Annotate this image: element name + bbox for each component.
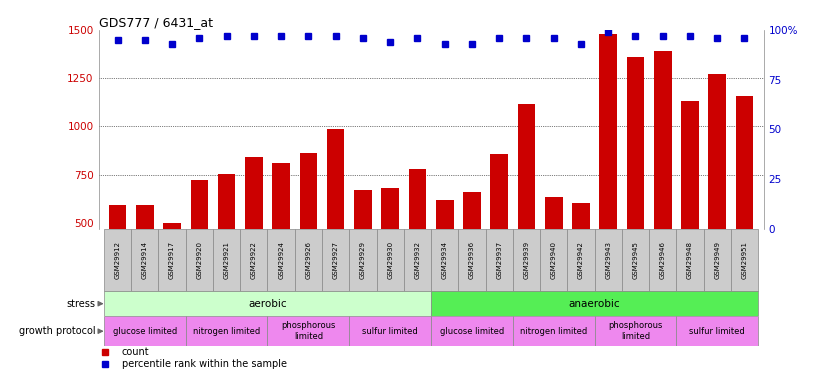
Text: GSM29946: GSM29946 [660, 241, 666, 279]
Text: nitrogen limited: nitrogen limited [193, 327, 260, 336]
Text: GSM29934: GSM29934 [442, 241, 447, 279]
Bar [186, 316, 268, 346]
Bar [404, 228, 431, 291]
Bar [218, 174, 236, 319]
Text: phosphorous
limited: phosphorous limited [281, 321, 336, 341]
Bar [158, 228, 186, 291]
Bar [567, 228, 594, 291]
Text: GSM29917: GSM29917 [169, 241, 175, 279]
Bar [458, 228, 485, 291]
Bar [545, 197, 562, 319]
Bar [594, 228, 621, 291]
Text: GSM29930: GSM29930 [388, 241, 393, 279]
Bar [649, 228, 677, 291]
Bar [273, 163, 290, 319]
Bar [436, 200, 453, 319]
Text: GSM29945: GSM29945 [632, 241, 639, 279]
Bar [190, 180, 209, 319]
Text: GSM29914: GSM29914 [142, 241, 148, 279]
Bar [300, 153, 317, 319]
Bar [594, 316, 677, 346]
Bar [463, 192, 481, 319]
Bar [136, 206, 154, 319]
Text: GSM29920: GSM29920 [196, 241, 202, 279]
Bar [213, 228, 241, 291]
Bar [104, 228, 131, 291]
Bar [517, 104, 535, 319]
Text: GSM29927: GSM29927 [333, 241, 338, 279]
Bar [709, 74, 726, 319]
Text: GSM29932: GSM29932 [415, 241, 420, 279]
Bar [349, 316, 431, 346]
Bar [626, 57, 644, 319]
Bar [677, 228, 704, 291]
Bar [163, 223, 181, 319]
Text: percentile rank within the sample: percentile rank within the sample [122, 359, 287, 369]
Text: GDS777 / 6431_at: GDS777 / 6431_at [99, 16, 213, 29]
Bar [572, 204, 589, 319]
Text: anaerobic: anaerobic [569, 298, 621, 309]
Text: growth protocol: growth protocol [19, 326, 95, 336]
Bar [540, 228, 567, 291]
Bar [104, 316, 186, 346]
Bar [241, 228, 268, 291]
Text: nitrogen limited: nitrogen limited [520, 327, 587, 336]
Bar [513, 316, 594, 346]
Bar [736, 96, 754, 319]
Bar [327, 129, 345, 319]
Text: GSM29924: GSM29924 [278, 241, 284, 279]
Bar [322, 228, 349, 291]
Bar [431, 316, 513, 346]
Text: GSM29937: GSM29937 [496, 241, 502, 279]
Text: GSM29939: GSM29939 [524, 241, 530, 279]
Bar [295, 228, 322, 291]
Text: GSM29948: GSM29948 [687, 241, 693, 279]
Text: glucose limited: glucose limited [112, 327, 177, 336]
Bar [431, 228, 458, 291]
Text: stress: stress [67, 298, 95, 309]
Text: GSM29936: GSM29936 [469, 241, 475, 279]
Text: GSM29926: GSM29926 [305, 241, 311, 279]
Bar [704, 228, 731, 291]
Bar [377, 228, 404, 291]
Text: GSM29921: GSM29921 [223, 241, 230, 279]
Bar [381, 188, 399, 319]
Bar [490, 154, 508, 319]
Text: sulfur limited: sulfur limited [362, 327, 418, 336]
Bar [621, 228, 649, 291]
Bar [731, 228, 758, 291]
Bar [681, 101, 699, 319]
Bar [268, 316, 349, 346]
Text: GSM29912: GSM29912 [115, 241, 121, 279]
Text: GSM29929: GSM29929 [360, 241, 366, 279]
Bar [349, 228, 377, 291]
Text: sulfur limited: sulfur limited [690, 327, 745, 336]
Text: count: count [122, 347, 149, 357]
Text: GSM29942: GSM29942 [578, 241, 584, 279]
Text: GSM29949: GSM29949 [714, 241, 720, 279]
Bar [268, 228, 295, 291]
Bar [354, 190, 372, 319]
Bar [431, 291, 758, 316]
Text: GSM29922: GSM29922 [251, 241, 257, 279]
Text: glucose limited: glucose limited [440, 327, 504, 336]
Bar [485, 228, 513, 291]
Bar [677, 316, 758, 346]
Bar [513, 228, 540, 291]
Text: phosphorous
limited: phosphorous limited [608, 321, 663, 341]
Bar [104, 291, 431, 316]
Text: GSM29940: GSM29940 [551, 241, 557, 279]
Bar [131, 228, 158, 291]
Bar [599, 34, 617, 319]
Bar [108, 206, 126, 319]
Text: GSM29943: GSM29943 [605, 241, 611, 279]
Bar [409, 169, 426, 319]
Bar [245, 157, 263, 319]
Text: GSM29951: GSM29951 [741, 241, 747, 279]
Bar [186, 228, 213, 291]
Bar [654, 51, 672, 319]
Text: aerobic: aerobic [248, 298, 287, 309]
